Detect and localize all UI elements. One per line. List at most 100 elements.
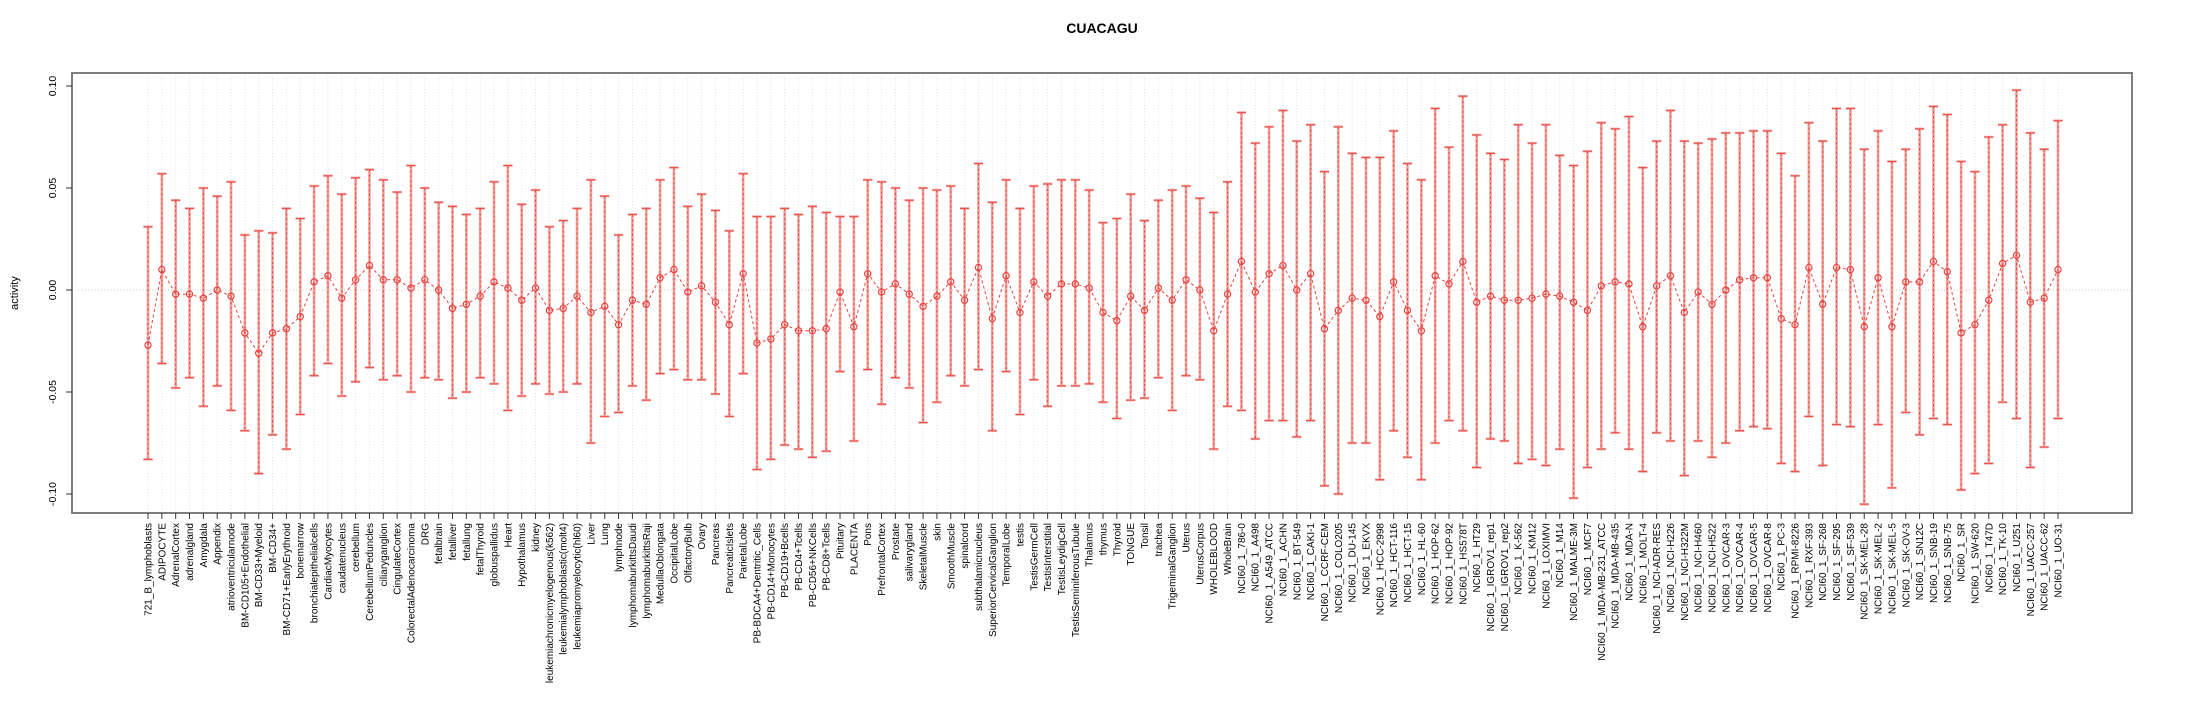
data-point — [296, 312, 304, 321]
x-axis-label: ADIPOCYTE — [157, 523, 168, 581]
data-point — [614, 320, 623, 329]
x-axis-label: TestisInterstitial — [1043, 523, 1054, 591]
data-point — [753, 339, 761, 347]
x-axis-label: Pons — [863, 523, 874, 546]
data-point — [1874, 274, 1882, 282]
x-axis-label: NCI60_1_K-562 — [1514, 523, 1525, 595]
data-point — [185, 290, 194, 298]
x-axis-label: NCI60_1_SK-MEL-5 — [1887, 523, 1898, 615]
x-axis-label: adrenalgland — [185, 523, 196, 581]
data-point — [864, 269, 872, 278]
x-axis-label: thymus — [1099, 523, 1110, 555]
data-point — [1888, 323, 1896, 331]
x-axis-label: NCI60_1_SN12C — [1915, 523, 1926, 600]
data-point — [1597, 282, 1605, 290]
data-point — [656, 274, 664, 282]
data-point — [1556, 292, 1564, 300]
data-point — [628, 296, 637, 304]
data-point — [1819, 300, 1827, 308]
x-axis-label: NCI60_1_EKVX — [1361, 523, 1372, 595]
data-point — [1237, 257, 1246, 266]
x-axis-label: NCI60_1_HT29 — [1472, 523, 1483, 593]
x-axis-label: NCI60_1_U251 — [2012, 523, 2023, 592]
x-axis-label: NCI60_1_NCI-H322M — [1680, 523, 1691, 621]
data-point — [1196, 286, 1204, 294]
data-point — [1735, 276, 1744, 284]
data-point — [1279, 261, 1287, 270]
data-point — [780, 320, 789, 329]
data-point — [642, 300, 650, 308]
x-axis-label: NCI60_1_UO-31 — [2054, 523, 2065, 598]
x-axis-label: NCI60_1_OVCAR-4 — [1735, 523, 1746, 613]
data-point — [1805, 263, 1813, 272]
x-axis-label: TONGUE — [1126, 523, 1137, 566]
data-point — [199, 294, 208, 302]
x-axis-label: NCI60_1_MOLT-4 — [1638, 523, 1649, 604]
data-point — [1445, 280, 1453, 288]
data-point — [1459, 257, 1467, 266]
data-point — [891, 280, 900, 288]
x-axis-label: PancreaticIslets — [725, 523, 736, 594]
data-point — [1902, 278, 1910, 286]
data-point — [1182, 276, 1190, 284]
x-axis-label: NCI60_1_SK-OV-3 — [1901, 523, 1912, 608]
data-point — [1362, 296, 1370, 304]
data-point — [1500, 296, 1509, 304]
series-dashed-line — [147, 254, 2059, 355]
x-axis-label: NCI60_1_NCI-H226 — [1666, 523, 1677, 613]
data-point — [559, 304, 567, 313]
x-axis-label: NCI60_1_T47D — [1984, 523, 1995, 592]
error-bars — [143, 88, 2063, 506]
x-axis-label: NCI60_1_UACC-62 — [2040, 523, 2051, 611]
data-point — [338, 294, 346, 302]
x-axis-label: NCI60_1_MDA-MB-231_ATCC — [1597, 523, 1608, 661]
data-point — [531, 284, 540, 292]
x-axis-label: UterusCorpus — [1195, 523, 1206, 585]
x-axis-label: NCI60_1_SNB-19 — [1929, 523, 1940, 603]
x-axis-label: NCI60_1_NCI-H460 — [1694, 523, 1705, 613]
x-axis-label: PB-CD14+Monocytes — [766, 523, 777, 619]
x-axis-label: Appendix — [213, 523, 224, 565]
data-point — [1542, 290, 1550, 298]
data-point — [1639, 323, 1647, 331]
data-point — [1514, 296, 1522, 304]
x-axis-label: PB-BDCA4+Dentritic_Cells — [752, 523, 763, 643]
x-axis-label: NCI60_1_PC-3 — [1777, 523, 1788, 591]
data-point — [1680, 308, 1689, 317]
data-point — [1417, 327, 1426, 335]
data-point — [1210, 327, 1218, 335]
x-axis-label: Uterus — [1182, 523, 1193, 552]
data-point — [1306, 269, 1315, 278]
data-point — [268, 329, 277, 337]
data-point — [988, 314, 996, 323]
data-point — [1971, 320, 1979, 329]
x-axis-label: caudatenucleus — [337, 523, 348, 593]
x-axis-label: TestisGermCell — [1029, 523, 1040, 591]
x-axis-label: BM-CD33+Myeloid — [254, 523, 265, 607]
x-axis-label: fetalbrain — [434, 523, 445, 564]
x-axis-label: PB-CD56+NKCells — [808, 523, 819, 607]
data-point — [1057, 280, 1066, 288]
x-axis-label: fetalliver — [448, 522, 459, 560]
data-point — [1223, 290, 1232, 298]
x-axis-label: NCI60_1_COLO205 — [1334, 523, 1345, 613]
x-axis-label: kidney — [531, 523, 542, 552]
x-axis-label: NCI60_1_NCI-ADR-RES — [1652, 523, 1663, 634]
x-axis-label: ParietalLobe — [739, 523, 750, 580]
x-axis-label: Amygdala — [199, 523, 210, 568]
data-points — [144, 251, 2062, 357]
data-point — [1043, 292, 1052, 300]
data-point — [684, 288, 692, 296]
y-axis-label: 0.10 — [47, 76, 59, 97]
data-point — [1666, 272, 1675, 280]
data-point — [836, 288, 844, 296]
data-point — [1403, 306, 1412, 315]
x-axis-label: subthalamicnucleus — [974, 523, 985, 611]
data-point — [1791, 320, 1799, 329]
x-axis-label: BM-CD105+Endothelial — [240, 523, 251, 628]
y-axis: 0.10 0.05 0.00 -0.05 -0.10 — [47, 76, 72, 506]
data-point — [144, 341, 152, 349]
data-point — [1320, 325, 1329, 333]
grid-lines — [72, 73, 2132, 513]
